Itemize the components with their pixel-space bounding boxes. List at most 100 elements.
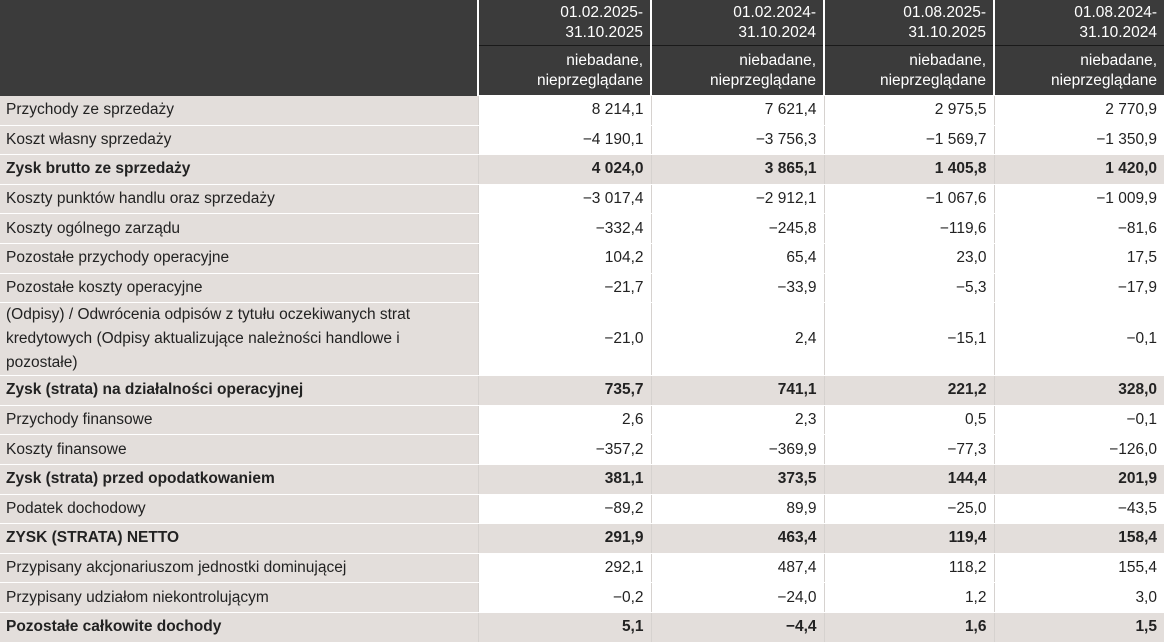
cell-value: −1 067,6 — [823, 184, 994, 215]
table-body: Przychody ze sprzedaży 8 214,1 7 621,4 2… — [0, 95, 1164, 643]
period-header: 01.08.2025- 31.10.2025 — [823, 0, 994, 46]
cell-value: 7 621,4 — [650, 95, 824, 126]
cell-value: 373,5 — [650, 464, 824, 495]
cell-value: 17,5 — [993, 243, 1164, 274]
cell-value: −33,9 — [650, 273, 824, 304]
cell-value: 158,4 — [993, 523, 1164, 554]
subtotal-row: Pozostałe całkowite dochody 5,1 −4,4 1,6… — [0, 612, 1164, 643]
cell-value: −15,1 — [823, 302, 994, 377]
cell-value: 8 214,1 — [477, 95, 651, 126]
table-row: Koszty ogólnego zarządu −332,4 −245,8 −1… — [0, 213, 1164, 244]
cell-value: 5,1 — [477, 612, 651, 643]
table-row: Koszty finansowe −357,2 −369,9 −77,3 −12… — [0, 434, 1164, 465]
cell-value: 2 975,5 — [823, 95, 994, 126]
period-header: 01.02.2024- 31.10.2024 — [650, 0, 824, 46]
cell-value: −1 569,7 — [823, 125, 994, 156]
row-label: Pozostałe całkowite dochody — [0, 612, 478, 643]
cell-value: 144,4 — [823, 464, 994, 495]
cell-value: −119,6 — [823, 213, 994, 244]
row-label: Pozostałe przychody operacyjne — [0, 243, 478, 274]
cell-value: −0,1 — [993, 405, 1164, 436]
cell-value: −369,9 — [650, 434, 824, 465]
cell-value: −25,0 — [823, 494, 994, 525]
cell-value: 1,2 — [823, 582, 994, 613]
cell-value: −43,5 — [993, 494, 1164, 525]
cell-value: 381,1 — [477, 464, 651, 495]
audit-status-header: niebadane, nieprzeglądane — [477, 45, 651, 96]
cell-value: 2,6 — [477, 405, 651, 436]
cell-value: 118,2 — [823, 553, 994, 584]
cell-value: 3 865,1 — [650, 154, 824, 185]
row-label: Koszt własny sprzedaży — [0, 125, 478, 156]
cell-value: 3,0 — [993, 582, 1164, 613]
cell-value: 735,7 — [477, 375, 651, 406]
table-row: Przychody ze sprzedaży 8 214,1 7 621,4 2… — [0, 95, 1164, 126]
cell-value: −1 009,9 — [993, 184, 1164, 215]
cell-value: −2 912,1 — [650, 184, 824, 215]
cell-value: −89,2 — [477, 494, 651, 525]
table-row: Pozostałe przychody operacyjne 104,2 65,… — [0, 243, 1164, 274]
period-header: 01.08.2024- 31.10.2024 — [993, 0, 1164, 46]
cell-value: 328,0 — [993, 375, 1164, 406]
audit-status-header: niebadane, nieprzeglądane — [993, 45, 1164, 96]
table-header: 01.02.2025- 31.10.2025 01.02.2024- 31.10.2… — [0, 0, 1164, 96]
table-row: Pozostałe koszty operacyjne −21,7 −33,9 … — [0, 273, 1164, 304]
subtotal-row: Zysk brutto ze sprzedaży 4 024,0 3 865,1… — [0, 154, 1164, 185]
row-label: Koszty finansowe — [0, 434, 478, 465]
cell-value: 201,9 — [993, 464, 1164, 495]
cell-value: 1 405,8 — [823, 154, 994, 185]
cell-value: 741,1 — [650, 375, 824, 406]
table-row: Przypisany udziałom niekontrolującym −0,… — [0, 582, 1164, 613]
cell-value: −81,6 — [993, 213, 1164, 244]
row-label: Koszty ogólnego zarządu — [0, 213, 478, 244]
header-corner — [0, 0, 478, 96]
cell-value: −126,0 — [993, 434, 1164, 465]
cell-value: −3 756,3 — [650, 125, 824, 156]
cell-value: 2,3 — [650, 405, 824, 436]
cell-value: 2,4 — [650, 302, 824, 377]
cell-value: 4 024,0 — [477, 154, 651, 185]
cell-value: −0,2 — [477, 582, 651, 613]
period-header: 01.02.2025- 31.10.2025 — [477, 0, 651, 46]
table-row: Podatek dochodowy −89,2 89,9 −25,0 −43,5 — [0, 494, 1164, 525]
cell-value: 1,5 — [993, 612, 1164, 643]
cell-value: 2 770,9 — [993, 95, 1164, 126]
cell-value: 1 420,0 — [993, 154, 1164, 185]
row-label: (Odpisy) / Odwrócenia odpisów z tytułu o… — [0, 302, 478, 377]
subtotal-row: ZYSK (STRATA) NETTO 291,9 463,4 119,4 15… — [0, 523, 1164, 554]
row-label: Przypisany udziałom niekontrolującym — [0, 582, 478, 613]
cell-value: −77,3 — [823, 434, 994, 465]
cell-value: −0,1 — [993, 302, 1164, 377]
row-label: Zysk (strata) przed opodatkowaniem — [0, 464, 478, 495]
row-label: Przypisany akcjonariuszom jednostki domi… — [0, 553, 478, 584]
cell-value: 119,4 — [823, 523, 994, 554]
table-row: Koszty punktów handlu oraz sprzedaży −3 … — [0, 184, 1164, 215]
cell-value: 291,9 — [477, 523, 651, 554]
table-row: Przychody finansowe 2,6 2,3 0,5 −0,1 — [0, 405, 1164, 436]
cell-value: 221,2 — [823, 375, 994, 406]
cell-value: −4,4 — [650, 612, 824, 643]
cell-value: −1 350,9 — [993, 125, 1164, 156]
cell-value: −21,7 — [477, 273, 651, 304]
cell-value: −17,9 — [993, 273, 1164, 304]
cell-value: 89,9 — [650, 494, 824, 525]
table-row: Koszt własny sprzedaży −4 190,1 −3 756,3… — [0, 125, 1164, 156]
table-row: (Odpisy) / Odwrócenia odpisów z tytułu o… — [0, 302, 1164, 377]
cell-value: 23,0 — [823, 243, 994, 274]
row-label: ZYSK (STRATA) NETTO — [0, 523, 478, 554]
cell-value: 65,4 — [650, 243, 824, 274]
row-label: Przychody finansowe — [0, 405, 478, 436]
row-label: Podatek dochodowy — [0, 494, 478, 525]
audit-status-header: niebadane, nieprzeglądane — [823, 45, 994, 96]
row-label: Przychody ze sprzedaży — [0, 95, 478, 126]
subtotal-row: Zysk (strata) przed opodatkowaniem 381,1… — [0, 464, 1164, 495]
cell-value: −3 017,4 — [477, 184, 651, 215]
cell-value: −5,3 — [823, 273, 994, 304]
audit-status-header: niebadane, nieprzeglądane — [650, 45, 824, 96]
cell-value: 104,2 — [477, 243, 651, 274]
cell-value: 0,5 — [823, 405, 994, 436]
row-label: Zysk brutto ze sprzedaży — [0, 154, 478, 185]
cell-value: −332,4 — [477, 213, 651, 244]
cell-value: 155,4 — [993, 553, 1164, 584]
